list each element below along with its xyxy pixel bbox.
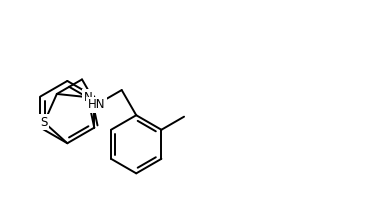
- Text: HN: HN: [88, 98, 105, 111]
- Text: S: S: [41, 116, 48, 129]
- Text: N: N: [83, 91, 92, 104]
